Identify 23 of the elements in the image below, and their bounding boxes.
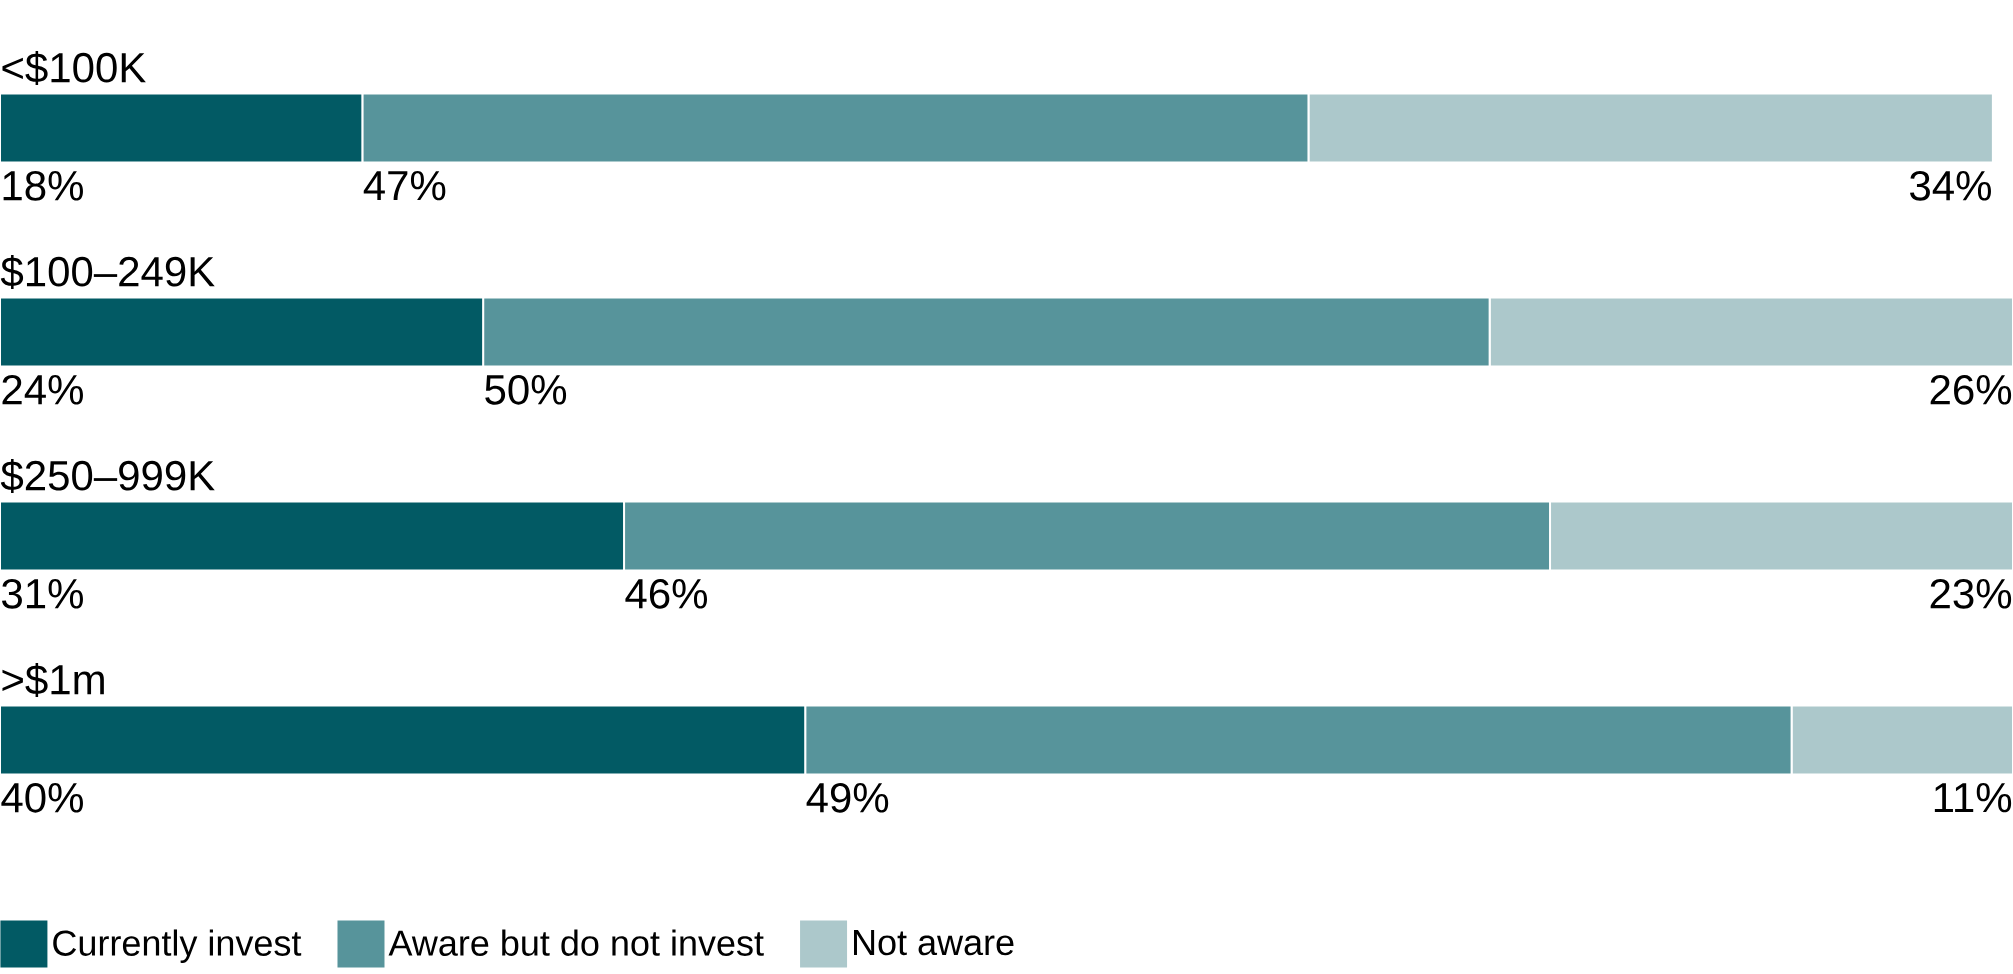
data-label: 34% [1910, 170, 1991, 201]
legend-label: Not aware [854, 930, 1014, 956]
legend-label: Currently invest [53, 929, 302, 964]
data-label: 18% [3, 170, 83, 201]
data-label: 31% [2, 578, 83, 609]
data-label: 26% [1930, 374, 2012, 405]
data-label: 46% [625, 578, 707, 609]
data-label: 11% [1934, 782, 2012, 813]
data-label: 24% [2, 374, 83, 405]
data-label: 23% [1930, 578, 2012, 609]
legend-label: Aware but do not invest [388, 929, 764, 956]
y-tick-label: $100–249K [0, 255, 215, 290]
y-tick-label: <$100K [2, 51, 146, 86]
data-label: 49% [806, 782, 889, 813]
data-label: 40% [1, 782, 83, 813]
y-tick-label: $250–999K [0, 459, 215, 494]
bar [1307, 92, 1994, 164]
bar [1790, 704, 2013, 776]
data-label: 47% [363, 170, 446, 201]
data-label: 50% [485, 374, 567, 405]
bar [1488, 296, 2013, 368]
bar [1549, 500, 2013, 572]
y-tick-label: >$1m [2, 663, 104, 698]
